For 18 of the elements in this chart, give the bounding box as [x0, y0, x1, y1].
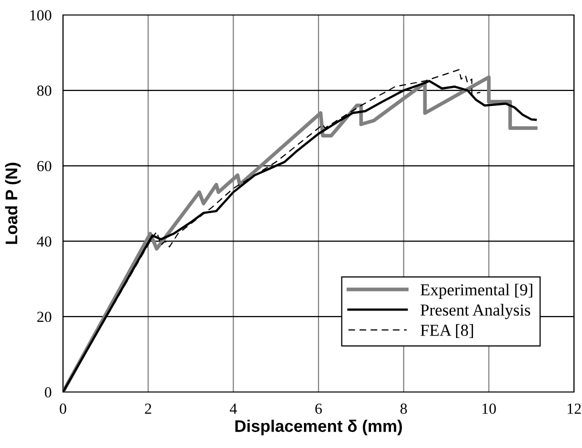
y-axis-title: Load P (N)	[5, 162, 21, 244]
x-tick-label: 8	[400, 404, 407, 414]
x-tick-label: 4	[230, 404, 237, 414]
legend-label: Present Analysis	[420, 304, 530, 320]
x-tick-label: 0	[60, 404, 66, 414]
y-tick-label: 60	[37, 160, 52, 172]
y-tick-label: 0	[44, 387, 52, 398]
legend-label: FEA [8]	[420, 324, 474, 338]
legend-label: Experimental [9]	[420, 284, 532, 299]
x-tick-label: 2	[145, 404, 152, 414]
y-tick-label: 80	[37, 86, 52, 96]
y-tick-label: 100	[30, 10, 52, 20]
x-tick-label: 6	[315, 404, 322, 414]
x-tick-label: 12	[568, 404, 581, 414]
y-tick-label: 20	[37, 312, 52, 322]
x-tick-label: 10	[482, 404, 496, 414]
y-tick-label: 40	[36, 236, 52, 247]
x-axis-title: Displacement δ (mm)	[235, 420, 402, 436]
